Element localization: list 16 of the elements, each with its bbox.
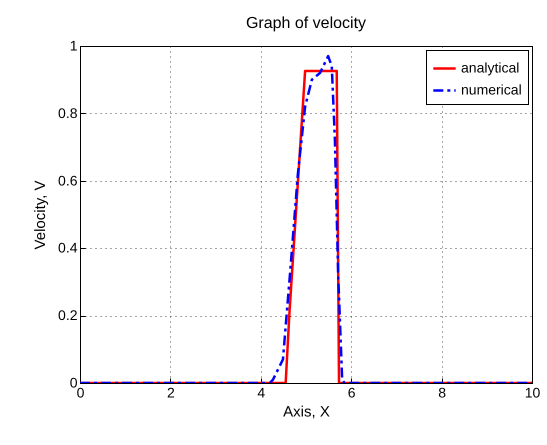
x-axis-title: Axis, X (283, 404, 330, 420)
legend-label: analytical (461, 60, 520, 76)
y-tick-label: 0.8 (58, 104, 78, 121)
y-tick-label: 1 (70, 38, 78, 54)
x-tick-label: 10 (524, 384, 540, 400)
x-tick-label: 6 (348, 384, 356, 400)
x-tick-label: 4 (257, 384, 266, 400)
y-tick-label: 0.4 (58, 240, 78, 256)
x-tick-label: 8 (438, 384, 446, 400)
y-tick-label: 0.6 (58, 172, 78, 188)
y-tick-label: 0 (70, 374, 78, 390)
y-axis-title: Velocity, V (32, 180, 50, 250)
x-tick-label: 2 (167, 384, 175, 400)
y-tick-label: 0.2 (58, 307, 78, 324)
legend-label: numerical (461, 82, 522, 98)
chart-title: Graph of velocity (246, 15, 366, 32)
